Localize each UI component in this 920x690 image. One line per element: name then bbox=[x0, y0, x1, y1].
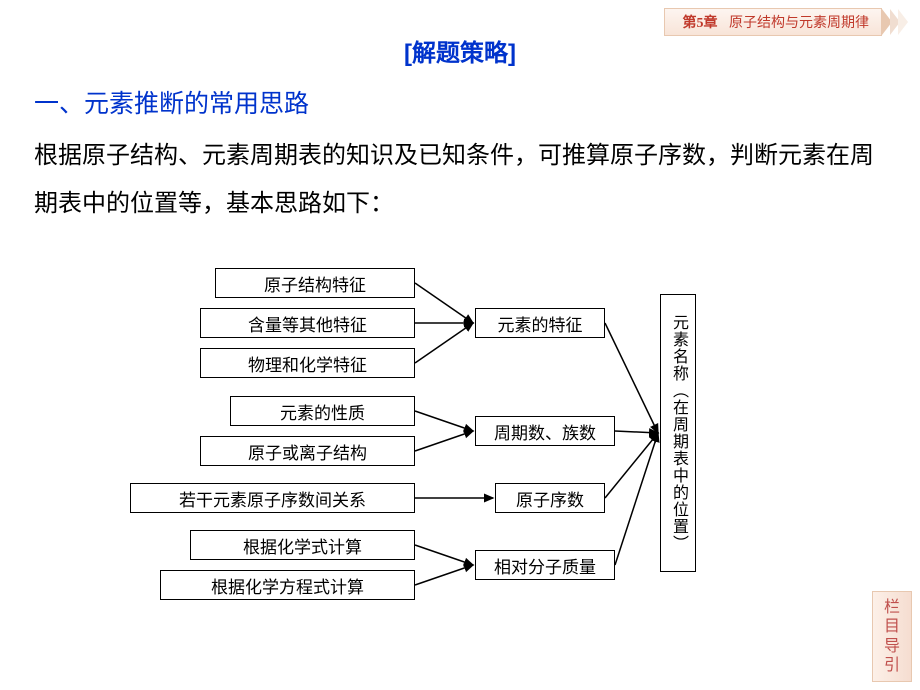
side-tab-label: 栏目导引 bbox=[884, 599, 900, 674]
chapter-title: 原子结构与元素周期律 bbox=[729, 16, 869, 31]
diagram-node: 原子结构特征 bbox=[215, 268, 415, 298]
diagram-node: 物理和化学特征 bbox=[200, 348, 415, 378]
diagram-node: 根据化学方程式计算 bbox=[160, 570, 415, 600]
chapter-banner: 第5章 原子结构与元素周期律 bbox=[664, 8, 909, 36]
column-guide-tab[interactable]: 栏目导引 bbox=[872, 591, 912, 682]
diagram-node: 元素的特征 bbox=[475, 308, 605, 338]
diagram-node: 若干元素原子序数间关系 bbox=[130, 483, 415, 513]
chevron-icon bbox=[898, 9, 908, 35]
section-heading: 一、元素推断的常用思路 bbox=[34, 84, 309, 120]
diagram-node: 原子序数 bbox=[495, 483, 605, 513]
diagram-node: 元素名称（在周期表中的位置） bbox=[660, 294, 696, 572]
diagram-node: 含量等其他特征 bbox=[200, 308, 415, 338]
body-paragraph: 根据原子结构、元素周期表的知识及已知条件，可推算原子序数，判断元素在周期表中的位… bbox=[34, 132, 886, 228]
diagram-node: 周期数、族数 bbox=[475, 416, 615, 446]
diagram-node: 根据化学式计算 bbox=[190, 530, 415, 560]
chapter-number: 第5章 bbox=[683, 16, 718, 31]
diagram-node: 元素的性质 bbox=[230, 396, 415, 426]
flow-diagram: 原子结构特征含量等其他特征物理和化学特征元素的性质原子或离子结构若干元素原子序数… bbox=[130, 268, 805, 598]
banner-chevrons bbox=[884, 9, 908, 35]
chapter-inner: 第5章 原子结构与元素周期律 bbox=[664, 8, 883, 36]
page-title: [解题策略] bbox=[0, 33, 920, 68]
diagram-node: 原子或离子结构 bbox=[200, 436, 415, 466]
diagram-node: 相对分子质量 bbox=[475, 550, 615, 580]
